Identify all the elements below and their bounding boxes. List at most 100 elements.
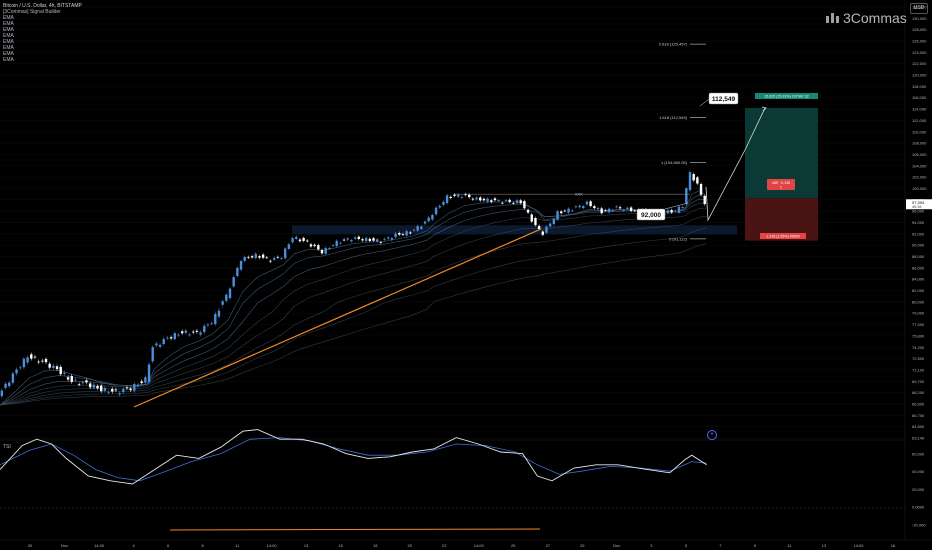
candle-body: [195, 330, 199, 332]
candle-body: [688, 172, 692, 191]
candle-body: [526, 209, 530, 213]
time-tick-label: 22: [442, 543, 447, 548]
candle-body: [571, 210, 574, 212]
candle-body: [442, 201, 445, 205]
candle-body: [306, 240, 309, 242]
candle-body: [626, 207, 629, 209]
entry-tag: [767, 179, 795, 190]
candle-body: [453, 194, 456, 196]
ema-line-1: [0, 190, 707, 406]
candle-body: [431, 214, 434, 220]
time-tick-label: 8: [201, 543, 204, 548]
time-tick-label: 29: [580, 543, 585, 548]
candle-body: [519, 200, 522, 204]
candle-body: [239, 260, 243, 270]
indicator-ema-3[interactable]: EMA: [3, 27, 14, 33]
tsi-tick-label: -20,000: [912, 522, 926, 527]
ema-line-7: [0, 227, 707, 406]
candle-body: [541, 231, 544, 235]
support-box: [636, 208, 666, 221]
indicator-ema-6[interactable]: EMA: [3, 45, 14, 51]
candle-body: [537, 225, 541, 230]
candle-body: [144, 377, 147, 383]
tsi-tick-label: 60,000: [912, 452, 925, 457]
fib-label: 2.618 (125,457): [659, 42, 688, 47]
candle-body: [328, 247, 331, 249]
candle-body: [217, 310, 221, 317]
candle-body: [409, 232, 412, 234]
candle-body: [552, 218, 556, 225]
indicator-ema-7[interactable]: EMA: [3, 51, 14, 57]
candle-body: [412, 229, 416, 231]
candle-body: [405, 231, 408, 236]
candle-body: [41, 360, 44, 362]
price-tick-label: 96,000: [912, 209, 925, 214]
candle-body: [210, 323, 213, 325]
tsi-tick-label: 40,000: [912, 469, 925, 474]
time-tick-label: 14:00: [94, 543, 105, 548]
candle-body: [125, 387, 129, 389]
candle-body: [26, 357, 29, 363]
candle-body: [287, 244, 291, 249]
indicator-ema-1[interactable]: EMA: [3, 15, 14, 21]
indicator-ema-2[interactable]: EMA: [3, 21, 14, 27]
candle-body: [666, 210, 670, 214]
target-callout: 112,549: [699, 92, 739, 107]
candle-body: [140, 381, 143, 384]
candle-body: [228, 288, 232, 299]
candle-body: [530, 214, 533, 222]
time-tick-label: 4: [132, 543, 135, 548]
price-tick-label: 74,200: [912, 345, 925, 350]
candle-body: [295, 236, 298, 239]
price-tick-label: 80,000: [912, 299, 925, 304]
price-tick-label: 100,000: [912, 186, 927, 191]
candle-body: [468, 194, 471, 198]
candle-body: [280, 258, 283, 259]
support-label: 92,000: [641, 212, 661, 219]
candle-body: [364, 237, 368, 242]
candle-body: [670, 210, 673, 213]
indicator-ema-5[interactable]: EMA: [3, 39, 14, 45]
brand-logo: 3Commas: [826, 10, 907, 26]
indicator-ema-4[interactable]: EMA: [3, 33, 14, 39]
candle-body: [585, 201, 589, 205]
candle-body: [302, 237, 305, 241]
time-tick-label: 25: [511, 543, 516, 548]
entry-sub-label: 1: [780, 186, 782, 190]
candle-body: [416, 226, 419, 231]
tsi-tick-label: 20,000: [912, 487, 925, 492]
symbol-title[interactable]: Bitcoin / U.S. Dollar, 4h, BITSTAMP: [3, 3, 82, 9]
candle-body: [357, 236, 360, 240]
tsi-pane: TSI 60,000 40,000 20,000 0.0000 -20,000: [0, 429, 926, 531]
trendline: [133, 228, 542, 408]
time-tick-label: 30: [28, 543, 33, 548]
candle-body: [438, 205, 441, 208]
candle-body: [578, 205, 581, 208]
candle-body: [129, 388, 132, 391]
price-tick-label: 122,000: [912, 61, 927, 66]
candle-body: [37, 361, 40, 363]
currency-button[interactable]: USD: [910, 3, 928, 14]
indicator-signal-builder[interactable]: [3Commas] Signal Builder: [3, 9, 61, 15]
add-icon[interactable]: +: [707, 430, 717, 440]
candle-body: [151, 347, 154, 362]
candle-body: [398, 233, 401, 235]
indicator-ema-8[interactable]: EMA: [3, 57, 14, 63]
ema-line-5: [0, 207, 707, 406]
candle-body: [247, 256, 250, 258]
candle-body: [560, 211, 563, 214]
support-callout: 92,000: [636, 202, 689, 221]
candle-body: [401, 234, 405, 235]
candle-body: [615, 206, 618, 208]
price-tick-label: 124,000: [912, 50, 927, 55]
projection-arrow-icon: [761, 106, 767, 112]
candle-body: [394, 233, 397, 238]
candle-body: [497, 200, 500, 201]
candle-body: [103, 387, 107, 391]
candle-body: [674, 210, 677, 212]
brand-name: 3Commas: [843, 10, 907, 26]
candle-body: [81, 382, 84, 384]
price-tick-label: 132,000: [912, 5, 927, 10]
candle-body: [324, 247, 327, 254]
